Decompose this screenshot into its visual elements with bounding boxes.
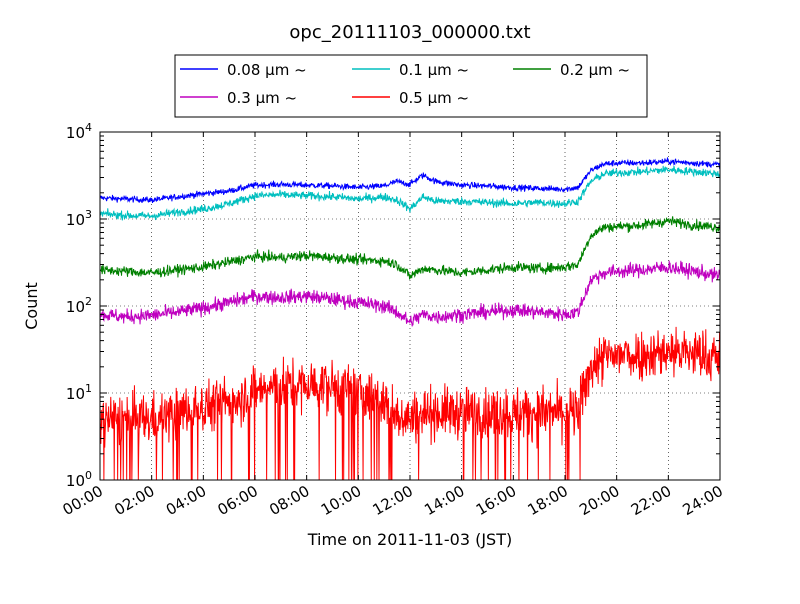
y-tick-base: 10: [66, 211, 85, 229]
legend-label: 0.3 μm ~: [227, 89, 297, 107]
y-tick-exponent: 2: [85, 295, 92, 308]
legend-items: 0.08 μm ~ 0.1 μm ~ 0.2 μm ~ 0.3 μm ~ 0.5 μm …: [180, 61, 630, 107]
series-line-1: [99, 165, 721, 221]
y-tick-base: 10: [66, 385, 85, 403]
series-line-3: [99, 260, 721, 327]
legend: 0.08 μm ~ 0.1 μm ~ 0.2 μm ~ 0.3 μm ~ 0.5 μm …: [174, 54, 648, 118]
legend-label: 0.5 μm ~: [399, 89, 469, 107]
legend-box: [174, 54, 648, 118]
legend-label: 0.2 μm ~: [560, 61, 630, 79]
y-tick-label: 102: [66, 295, 92, 316]
series-line-2: [99, 216, 721, 280]
series-line-0: [99, 157, 721, 203]
y-tick-label: 100: [66, 469, 92, 490]
grid: [100, 132, 720, 480]
legend-label: 0.08 μm ~: [227, 61, 307, 79]
y-tick-exponent: 1: [85, 382, 92, 395]
x-axis-label: Time on 2011-11-03 (JST): [307, 530, 512, 549]
y-tick-exponent: 0: [85, 469, 92, 482]
chart-title: opc_20111103_000000.txt: [289, 22, 530, 43]
y-tick-exponent: 4: [85, 121, 92, 134]
y-tick-base: 10: [66, 472, 85, 490]
y-tick-label: 101: [66, 382, 92, 403]
axis-ticks: [99, 131, 721, 481]
series-line-4: [99, 326, 721, 481]
y-tick-base: 10: [66, 124, 85, 142]
y-tick-exponent: 3: [85, 208, 92, 221]
series-lines: [99, 157, 721, 481]
legend-label: 0.1 μm ~: [399, 61, 469, 79]
y-tick-base: 10: [66, 298, 85, 316]
y-tick-label: 104: [66, 121, 92, 142]
y-tick-label: 103: [66, 208, 92, 229]
y-axis-label: Count: [22, 282, 41, 330]
